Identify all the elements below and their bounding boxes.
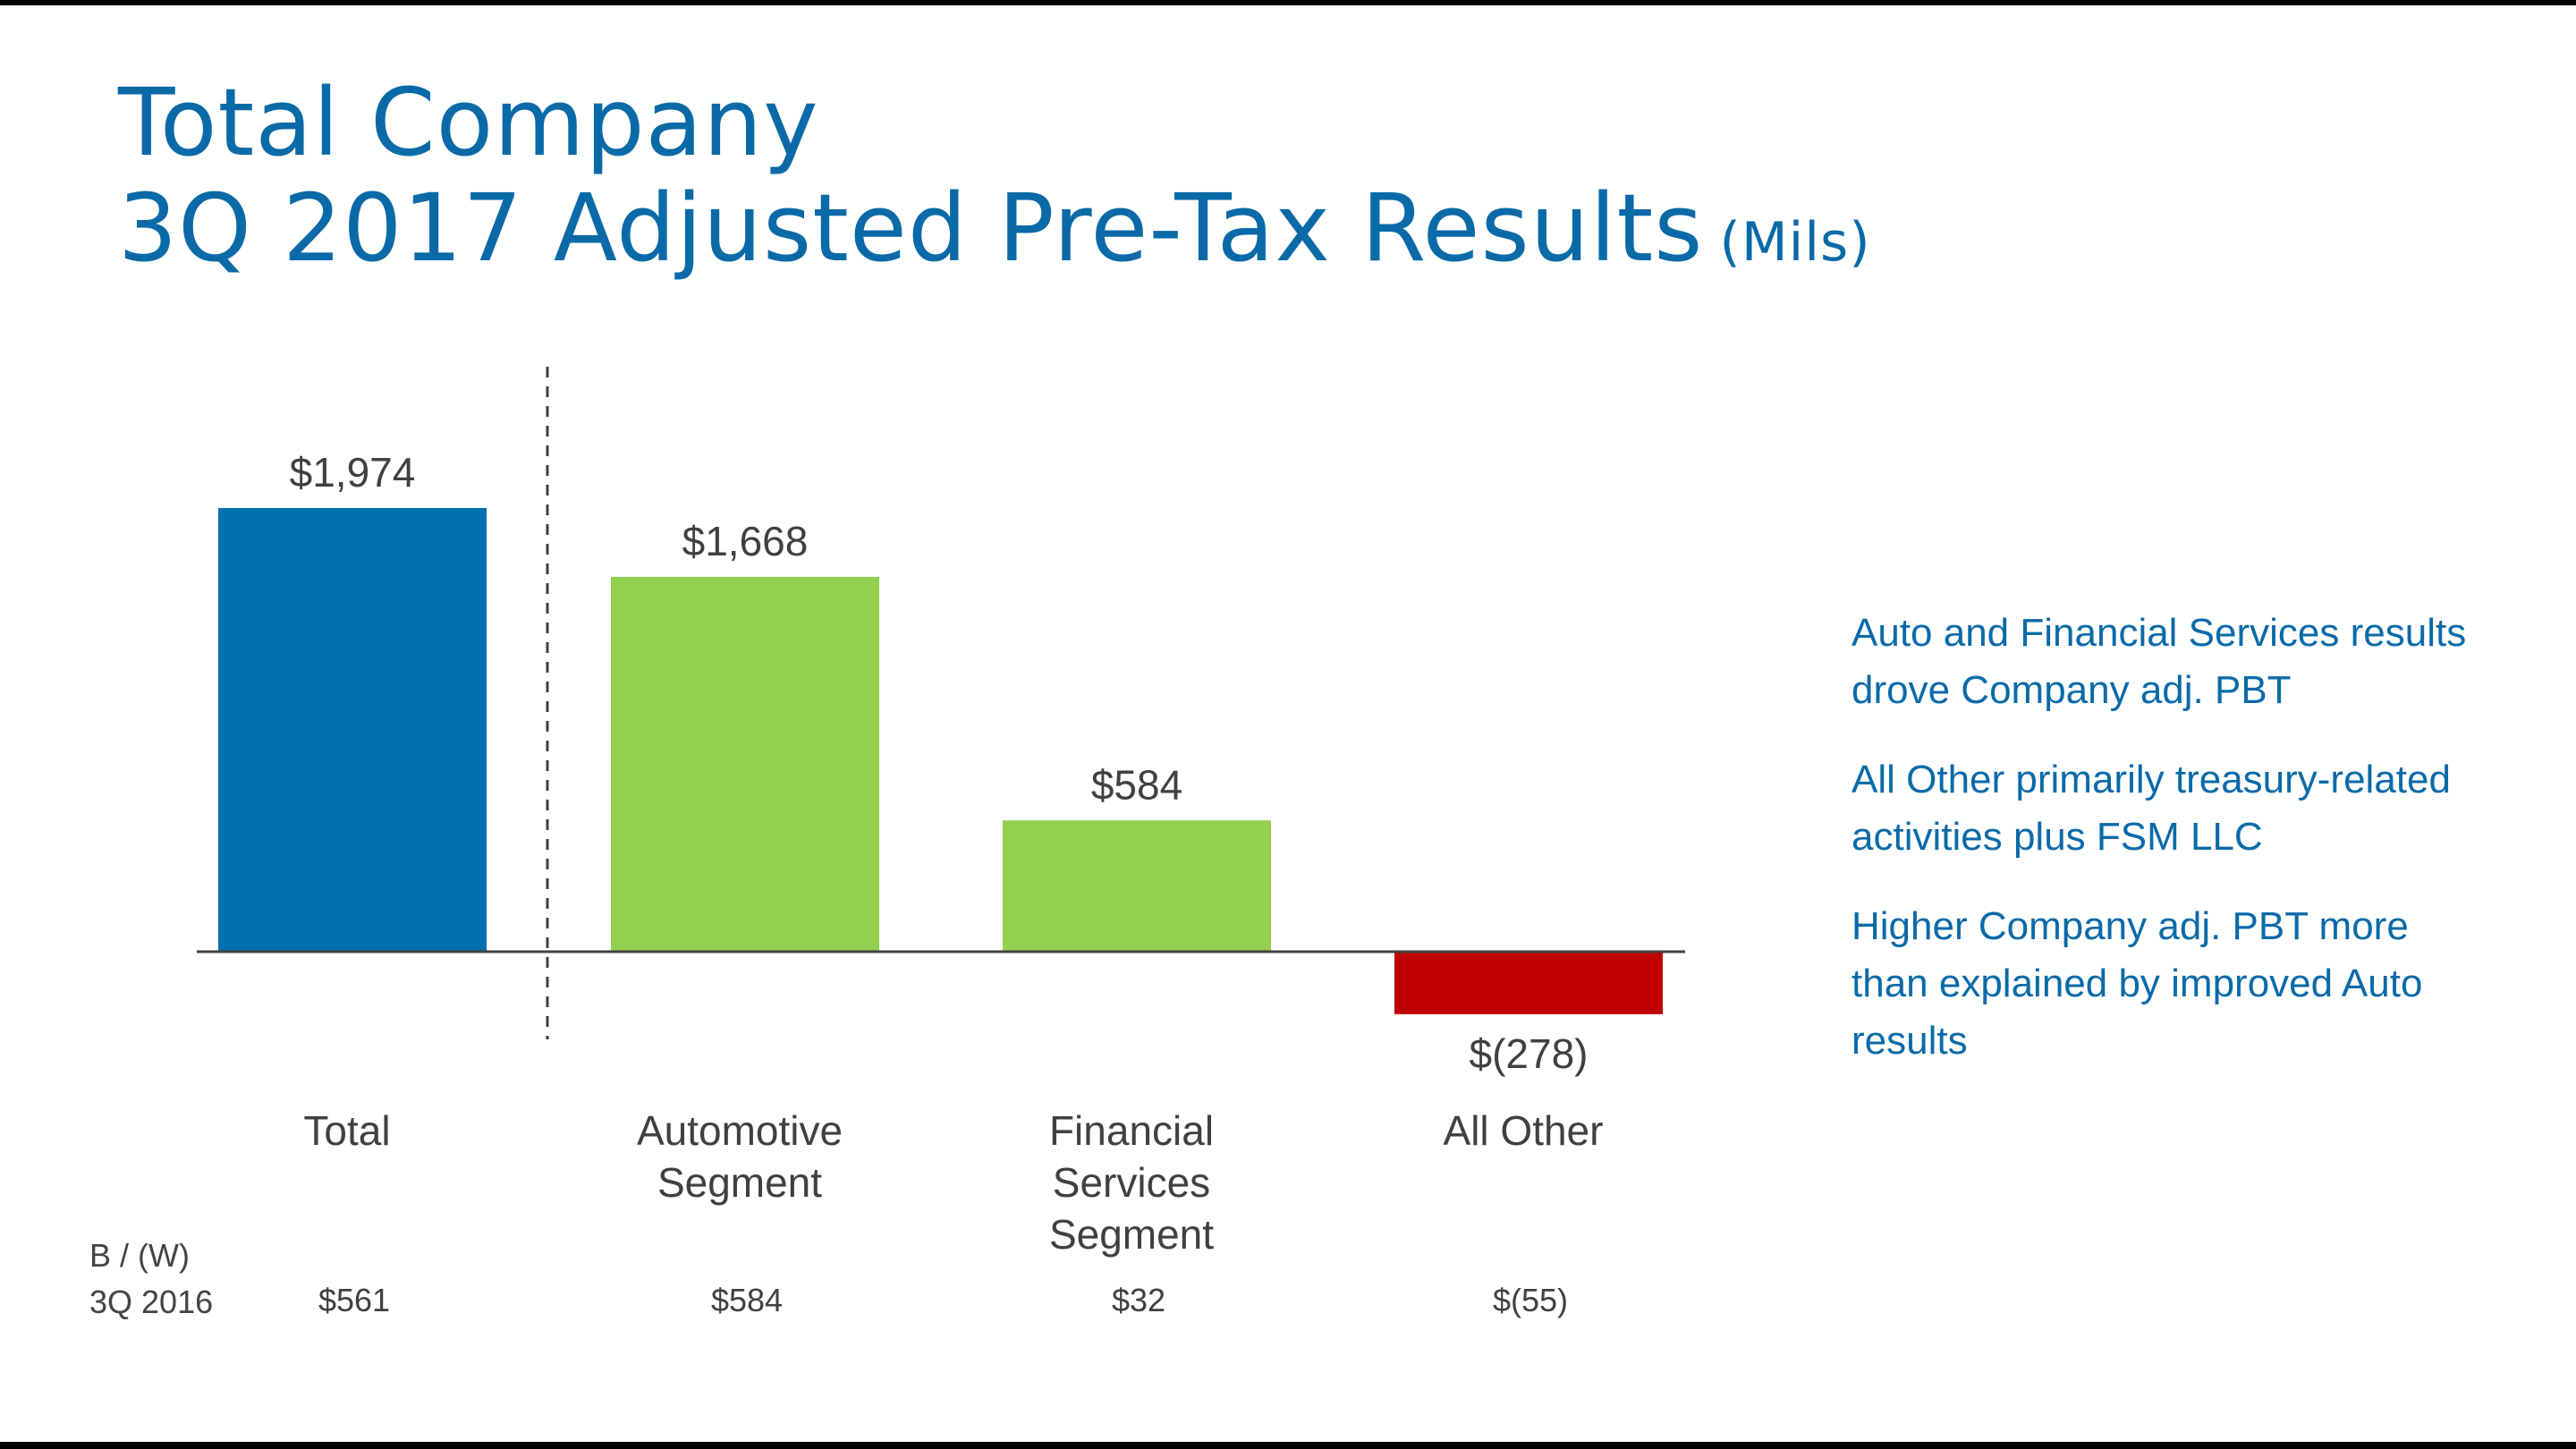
title-units: (Mils) (1719, 211, 1871, 274)
commentary-item: All Other primarily treasury-related act… (1852, 758, 2451, 859)
category-label-line: Automotive (637, 1107, 843, 1154)
category-label: Automotive Segment (637, 1107, 843, 1206)
category-label-line: Services (1053, 1159, 1210, 1206)
commentary-item: Higher Company adj. PBT more than explai… (1852, 904, 2423, 1063)
comparison-value: $32 (1112, 1282, 1165, 1318)
category-label-line: Total (303, 1107, 390, 1154)
data-label: $(278) (1470, 1030, 1589, 1077)
title-line-2: 3Q 2017 Adjusted Pre-Tax Results (Mils) (118, 175, 1871, 295)
comparison-value: $(55) (1493, 1282, 1568, 1318)
category-label: Total (303, 1107, 390, 1154)
bar (611, 576, 879, 952)
bar (218, 508, 487, 952)
data-label: $584 (1091, 761, 1182, 808)
category-label-line: Segment (657, 1159, 822, 1206)
bar (1003, 820, 1271, 952)
category-label: Financial Services Segment (1049, 1107, 1214, 1258)
comparison-value: $561 (318, 1282, 390, 1318)
comparison-label-line-1: B / (W) (89, 1237, 190, 1274)
category-label: All Other (1444, 1107, 1604, 1154)
title-line-1: Total Company (118, 68, 819, 177)
comparison-label: B / (W) 3Q 2016 (89, 1233, 213, 1326)
commentary-item: Auto and Financial Services results drov… (1852, 611, 2467, 712)
comparison-value: $584 (711, 1282, 783, 1318)
category-label-line: All Other (1444, 1107, 1604, 1154)
data-label: $1,974 (290, 449, 416, 496)
bottom-border (0, 1442, 2576, 1449)
top-border (0, 0, 2576, 5)
category-label-line: Financial (1049, 1107, 1214, 1154)
data-label: $1,668 (682, 518, 809, 564)
bar (1394, 952, 1663, 1014)
category-label-line: Segment (1049, 1211, 1214, 1258)
page-title: Total Company 3Q 2017 Adjusted Pre-Tax R… (118, 70, 1871, 295)
commentary-list: Auto and Financial Services results drov… (1852, 605, 2496, 1102)
title-main: 3Q 2017 Adjusted Pre-Tax Results (118, 174, 1704, 283)
comparison-label-line-2: 3Q 2016 (89, 1284, 214, 1320)
